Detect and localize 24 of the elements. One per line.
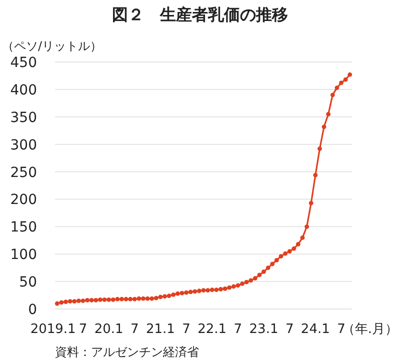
y-tick-label: 200 [10, 192, 37, 208]
x-tick-label: 23.1 [249, 322, 278, 337]
x-tick-label: 7 [182, 322, 190, 337]
x-tick-label: 22.1 [198, 322, 227, 337]
y-axis-title: （ペソ/リットル） [2, 39, 102, 53]
y-tick-label: 350 [10, 110, 37, 126]
x-tick-label: 7 [285, 322, 294, 337]
x-tick-label: 21.1 [146, 322, 175, 337]
x-tick-label: 20.1 [94, 322, 124, 337]
x-tick-label: 7 [130, 322, 139, 337]
y-tick-label: 450 [10, 55, 37, 71]
y-tick-label: 300 [10, 137, 37, 154]
y-tick-label: 250 [10, 164, 37, 181]
y-tick-label: 400 [10, 82, 37, 98]
x-tick-label: 2019.1 [30, 322, 76, 337]
x-tick-label: 7 [78, 322, 88, 337]
y-tick-label: 50 [19, 274, 37, 291]
x-tick-label: 7 [234, 322, 242, 337]
y-tick-label: 150 [10, 220, 37, 236]
y-tick-label: 0 [28, 302, 37, 318]
x-tick-label: 24.1 [300, 322, 330, 337]
text: 資料：アルゼンチン経済省 [55, 345, 199, 359]
y-tick-label: 100 [10, 247, 37, 264]
chart-title: 図２ 生産者乳価の推移 [112, 5, 288, 24]
